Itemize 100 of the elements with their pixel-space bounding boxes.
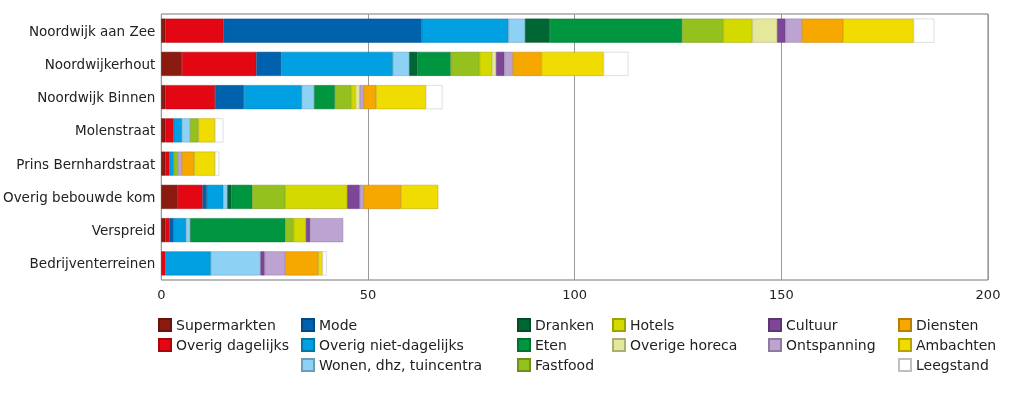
bar: [165, 251, 211, 276]
legend-label: Diensten: [916, 317, 979, 333]
x-tick-label: 100: [562, 287, 588, 302]
bar: [181, 118, 191, 143]
bar: [318, 251, 323, 276]
bar: [603, 51, 629, 76]
bar: [301, 85, 315, 110]
legend-label: Dranken: [535, 317, 595, 333]
bar: [252, 184, 286, 209]
bar: [285, 184, 348, 209]
bar: [285, 218, 294, 243]
bar: [508, 18, 526, 43]
bar: [401, 184, 439, 209]
bar: [173, 118, 182, 143]
bar: [293, 218, 306, 243]
bar: [682, 18, 724, 43]
bar: [169, 151, 174, 176]
legend-label: Wonen, dhz, tuincentra: [319, 357, 482, 373]
bar: [359, 85, 364, 110]
bar: [256, 51, 282, 76]
bar: [161, 51, 182, 76]
bar: [202, 184, 207, 209]
bar: [363, 184, 402, 209]
legend-label: Eten: [535, 337, 567, 353]
bar: [376, 85, 426, 110]
y-tick-label: Molenstraat: [75, 122, 156, 139]
bar: [161, 18, 166, 43]
bar: [194, 151, 216, 176]
bar: [392, 51, 410, 76]
bar: [479, 51, 492, 76]
bar: [264, 251, 286, 276]
y-tick-label: Prins Bernhardstraat: [16, 155, 156, 172]
legend-label: Supermarkten: [176, 317, 276, 333]
bar: [491, 51, 497, 76]
bar: [310, 218, 344, 243]
bar: [913, 18, 935, 43]
bar: [161, 151, 166, 176]
legend-label: Ontspanning: [786, 337, 876, 353]
bar: [843, 18, 914, 43]
bar: [231, 184, 253, 209]
bar: [177, 184, 203, 209]
bar: [496, 51, 505, 76]
bar: [215, 85, 244, 110]
legend-label: Overig dagelijks: [176, 337, 289, 353]
bar: [169, 218, 174, 243]
bar: [165, 118, 174, 143]
y-tick-label: Noordwijk aan Zee: [28, 22, 156, 39]
bar: [347, 184, 360, 209]
legend-label: Overig niet-dagelijks: [319, 337, 464, 353]
bar: [752, 18, 778, 43]
legend-label: Overige horeca: [630, 337, 738, 353]
bar: [322, 251, 327, 276]
bar: [355, 85, 360, 110]
bar: [161, 85, 166, 110]
legend-label: Ambachten: [916, 337, 997, 353]
bar: [198, 118, 216, 143]
bar: [190, 118, 199, 143]
bar: [173, 151, 178, 176]
bar: [785, 18, 802, 43]
bar: [206, 184, 224, 209]
x-tick-label: 0: [157, 287, 166, 302]
bar: [314, 85, 335, 110]
bar: [281, 51, 393, 76]
bar: [165, 218, 170, 243]
bar: [305, 218, 311, 243]
legend-label: Cultuur: [786, 317, 838, 333]
bar: [161, 251, 166, 276]
bar: [161, 184, 178, 209]
bar: [181, 51, 257, 76]
bar: [165, 85, 216, 110]
y-tick-label: Bedrijventerreinen: [29, 255, 156, 272]
bar: [723, 18, 753, 43]
x-tick-label: 150: [768, 287, 794, 302]
bar: [215, 118, 224, 143]
x-tick-label: 200: [975, 287, 1001, 302]
legend-label: Fastfood: [535, 357, 595, 373]
bar: [161, 218, 166, 243]
bar: [541, 51, 604, 76]
y-tick-label: Noordwijk Binnen: [37, 89, 156, 106]
bar: [504, 51, 513, 76]
bar: [161, 118, 166, 143]
bar: [243, 85, 302, 110]
y-tick-label: Verspreid: [91, 222, 156, 239]
bar: [190, 218, 286, 243]
bar: [186, 218, 191, 243]
bar: [359, 184, 364, 209]
y-tick-label: Overig bebouwde kom: [3, 188, 156, 205]
bar: [260, 251, 265, 276]
bar: [450, 51, 480, 76]
bar: [165, 151, 170, 176]
bar: [223, 18, 422, 43]
bar: [801, 18, 844, 43]
bar: [181, 151, 195, 176]
bar: [285, 251, 319, 276]
bar: [363, 85, 377, 110]
bar: [173, 218, 187, 243]
x-tick-label: 50: [359, 287, 377, 302]
bar: [421, 18, 509, 43]
legend-label: Hotels: [630, 317, 675, 333]
bar: [425, 85, 443, 110]
